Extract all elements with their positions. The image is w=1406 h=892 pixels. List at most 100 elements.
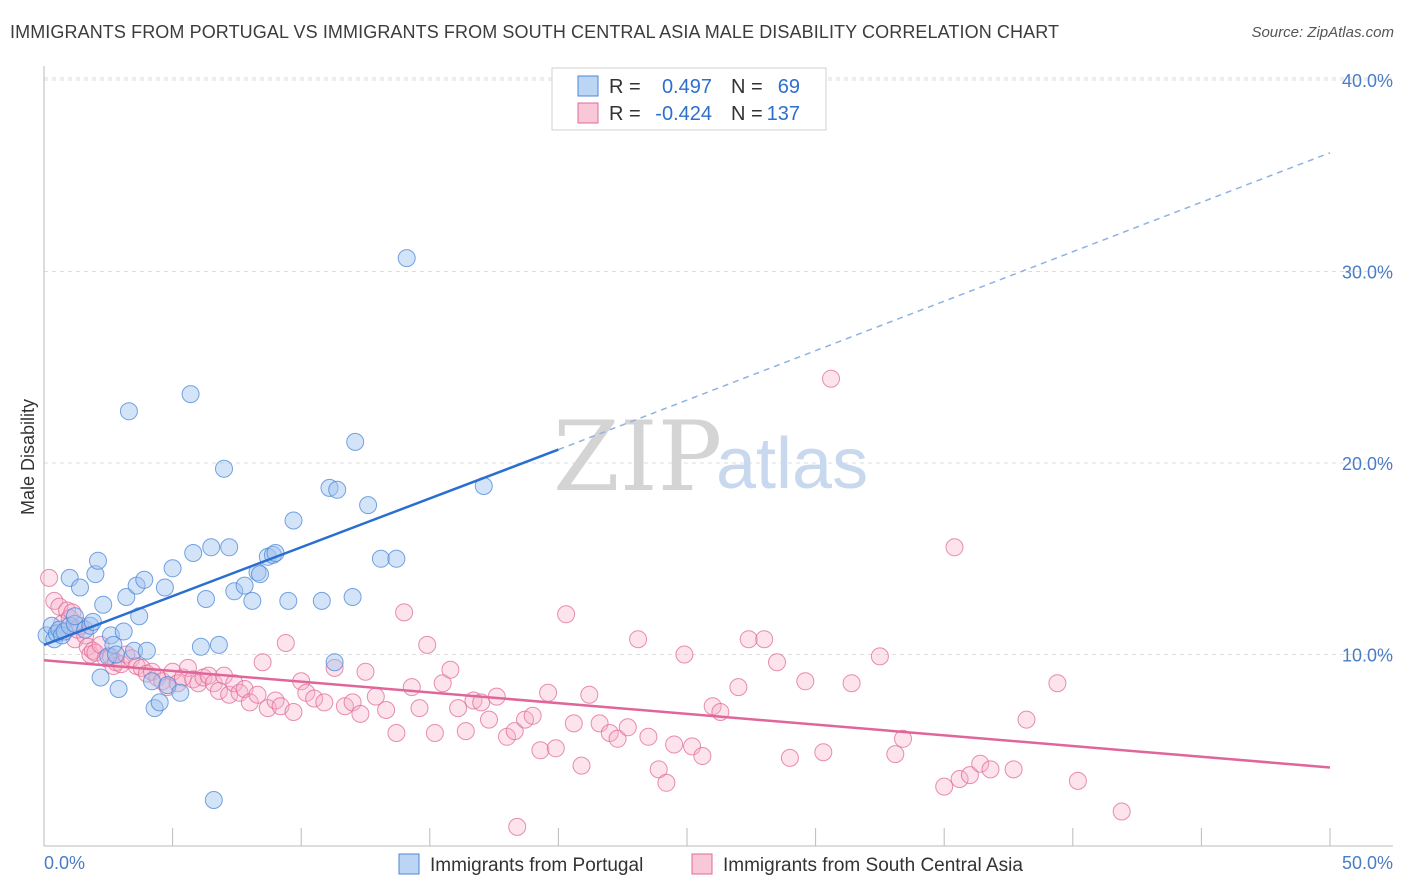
sca-point	[960, 766, 979, 785]
sca-point	[410, 699, 429, 718]
sca-point	[935, 777, 954, 796]
sca-point	[387, 724, 406, 742]
portugal-point	[397, 249, 416, 268]
sca-point	[675, 645, 694, 664]
watermark-zip: ZIP	[553, 401, 722, 513]
x-tick-label-min: 0.0%	[44, 853, 85, 873]
sca-point	[325, 658, 344, 677]
sca-point	[1048, 674, 1067, 693]
sca-point	[425, 724, 444, 742]
portugal-point	[371, 549, 390, 568]
legend-r-value-portugal: 0.497	[662, 76, 712, 98]
portugal-point	[135, 570, 154, 589]
sca-point	[315, 693, 334, 712]
sca-point	[1068, 771, 1087, 790]
sca-point	[739, 630, 758, 649]
sca-point	[639, 727, 658, 746]
portugal-point	[387, 549, 406, 568]
sca-point	[572, 756, 591, 775]
sca-point	[418, 635, 437, 654]
portugal-point	[107, 645, 125, 664]
portugal-point	[137, 641, 156, 660]
portugal-point	[284, 511, 303, 530]
sca-point	[189, 674, 208, 693]
sca-point	[351, 704, 370, 723]
portugal-point	[65, 607, 84, 626]
portugal-point	[184, 544, 203, 562]
portugal-point	[94, 595, 113, 614]
portugal-point	[117, 588, 136, 606]
portugal-point	[109, 680, 128, 698]
portugal-point	[155, 578, 174, 597]
sca-point	[665, 735, 684, 754]
sca-point	[377, 701, 396, 719]
portugal-point	[243, 591, 262, 610]
y-tick-labels: 10.0% 20.0% 30.0% 40.0%	[1342, 71, 1393, 666]
portugal-point	[359, 496, 378, 515]
portugal-point	[343, 588, 362, 606]
sca-point	[814, 743, 833, 762]
trendline-portugal	[43, 448, 559, 647]
portugal-point	[346, 432, 365, 451]
bottom-legend-label-sca: Immigrants from South Central Asia	[723, 855, 1023, 876]
series-portugal	[37, 249, 493, 809]
y-tick-label-40: 40.0%	[1342, 71, 1393, 91]
sca-point	[539, 683, 558, 702]
portugal-point	[125, 641, 143, 660]
sca-point	[523, 706, 542, 725]
sca-point	[842, 674, 861, 693]
legend-swatch-portugal	[577, 75, 599, 97]
portugal-point	[251, 565, 269, 584]
portugal-point	[163, 559, 182, 578]
chart-source: Source: ZipAtlas.com	[1251, 24, 1394, 41]
sca-point	[1004, 760, 1023, 779]
y-tick-label-10: 10.0%	[1342, 646, 1393, 666]
sca-point	[886, 745, 905, 764]
series-south-central-asia	[40, 369, 1131, 836]
bottom-legend-label-portugal: Immigrants from Portugal	[430, 855, 643, 876]
bottom-legend-swatch-sca	[691, 853, 713, 875]
portugal-point	[114, 622, 133, 641]
portugal-point	[325, 653, 344, 672]
sca-point	[531, 741, 550, 760]
sca-point	[822, 369, 840, 388]
y-axis-title: Male Disability	[18, 399, 38, 515]
sca-point	[894, 729, 912, 748]
portugal-point	[197, 590, 215, 608]
portugal-point	[225, 582, 244, 601]
sca-point	[649, 760, 668, 779]
sca-point	[945, 538, 964, 557]
axes	[43, 66, 1393, 847]
legend-n-value-sca: 137	[767, 103, 800, 125]
portugal-point	[312, 591, 331, 610]
y-tick-label-20: 20.0%	[1342, 454, 1393, 474]
portugal-point	[209, 635, 228, 654]
sca-point	[950, 770, 969, 788]
sca-point	[729, 678, 748, 697]
sca-point	[564, 714, 583, 733]
portugal-point	[89, 551, 107, 570]
sca-point	[557, 605, 576, 624]
portugal-point	[145, 699, 164, 718]
portugal-point	[202, 538, 221, 557]
chart-title: IMMIGRANTS FROM PORTUGAL VS IMMIGRANTS F…	[10, 22, 1060, 42]
sca-point	[981, 760, 1000, 779]
sca-point	[40, 568, 59, 587]
sca-point	[305, 689, 324, 708]
legend-n-label-sca: N =	[731, 103, 763, 125]
sca-point	[971, 754, 990, 773]
sca-point	[240, 693, 259, 712]
portugal-point	[215, 459, 233, 478]
portugal-point	[328, 480, 347, 499]
portugal-point	[143, 672, 161, 691]
sca-point	[608, 729, 627, 748]
sca-point	[629, 630, 648, 649]
sca-point	[755, 630, 774, 649]
sca-point	[508, 817, 527, 836]
legend-n-label-portugal: N =	[731, 76, 763, 98]
legend-r-label-sca: R =	[609, 103, 641, 125]
sca-point	[433, 674, 452, 693]
portugal-point	[320, 478, 339, 497]
portugal-point	[86, 565, 105, 584]
